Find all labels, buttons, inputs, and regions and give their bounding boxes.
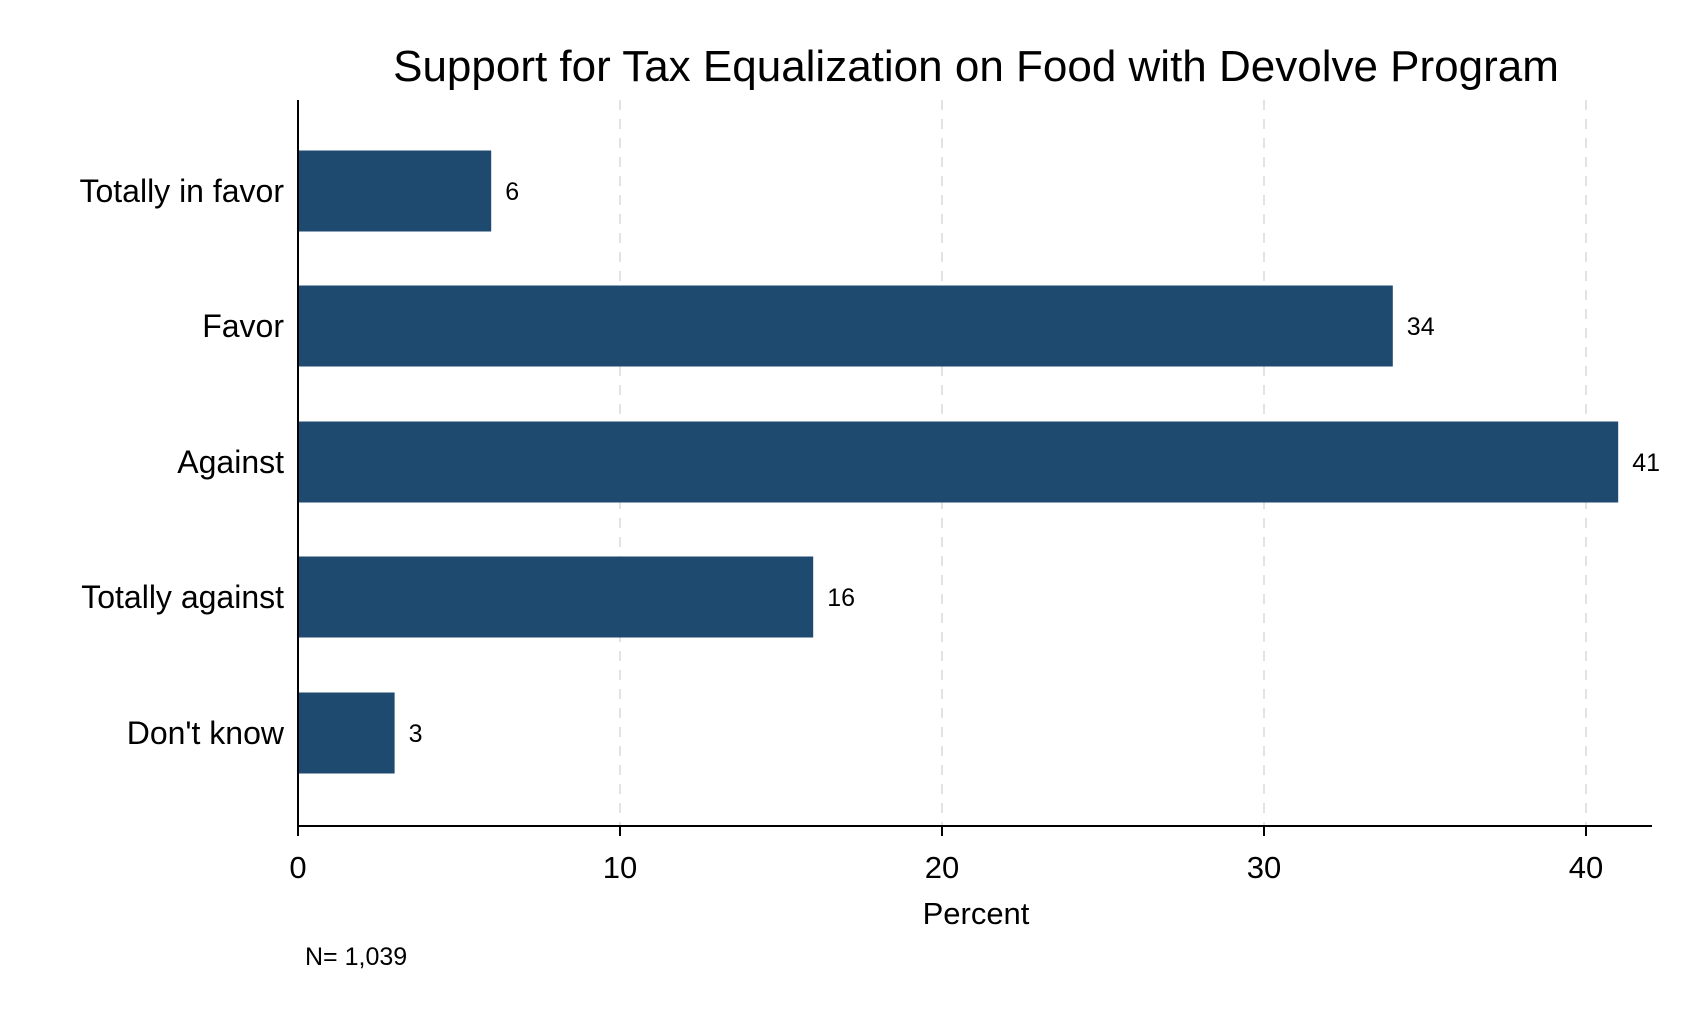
bar bbox=[298, 556, 814, 638]
category-label: Totally against bbox=[81, 579, 284, 615]
data-label: 34 bbox=[1407, 313, 1435, 341]
bar bbox=[298, 150, 492, 232]
data-label: 3 bbox=[409, 720, 423, 748]
x-tick-label: 10 bbox=[603, 850, 637, 885]
chart-title: Support for Tax Equalization on Food wit… bbox=[393, 42, 1559, 91]
x-axis-title: Percent bbox=[923, 896, 1030, 931]
category-label: Totally in favor bbox=[79, 173, 284, 209]
data-label: 16 bbox=[827, 584, 855, 612]
x-tick-label: 0 bbox=[289, 850, 306, 885]
x-ticks: 0 10 20 30 40 bbox=[289, 826, 1603, 885]
category-label: Against bbox=[177, 444, 284, 480]
sample-size-note: N= 1,039 bbox=[305, 943, 407, 971]
x-tick-label: 30 bbox=[1247, 850, 1281, 885]
bar bbox=[298, 285, 1393, 367]
category-label: Don't know bbox=[127, 715, 285, 751]
axes bbox=[297, 100, 1652, 827]
x-tick-label: 40 bbox=[1569, 850, 1603, 885]
data-label: 41 bbox=[1632, 449, 1660, 477]
bars bbox=[298, 150, 1619, 774]
data-label: 6 bbox=[505, 178, 519, 206]
data-labels: 6 34 41 16 3 bbox=[409, 178, 1660, 748]
bar bbox=[298, 421, 1619, 503]
bar bbox=[298, 692, 395, 774]
category-labels: Totally in favor Favor Against Totally agai… bbox=[79, 173, 284, 751]
x-tick-label: 20 bbox=[925, 850, 959, 885]
category-label: Favor bbox=[202, 308, 284, 344]
